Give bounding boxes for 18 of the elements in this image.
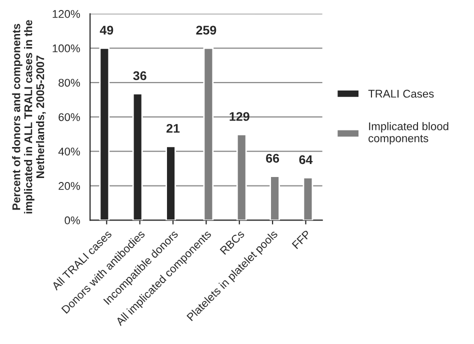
x-tick-label: FFP [292,230,312,250]
legend-label: TRALI Cases [368,90,434,98]
annotation: 49 [100,26,114,35]
y-tick-label: 20% [58,182,80,190]
annotation: 21 [166,124,180,133]
y-tick-label: 120% [52,10,80,18]
y-tick-label: 40% [58,148,80,156]
y-tick-label: 100% [52,44,80,52]
annotation: 36 [133,71,146,80]
y-tick-label: 60% [58,113,80,122]
annotation: 66 [266,154,280,163]
annotation: 64 [299,155,313,164]
annotation: 129 [230,112,250,121]
y-tick-label: 0% [64,216,80,224]
y-tick-label: 80% [58,78,80,87]
legend-label: Implicated blood components [368,122,448,144]
y-axis-title: Percent of donors and components implicated in ALL TRALI cases in the Netherlands, 2005-2007 [12,20,46,214]
annotation: 259 [196,26,216,35]
